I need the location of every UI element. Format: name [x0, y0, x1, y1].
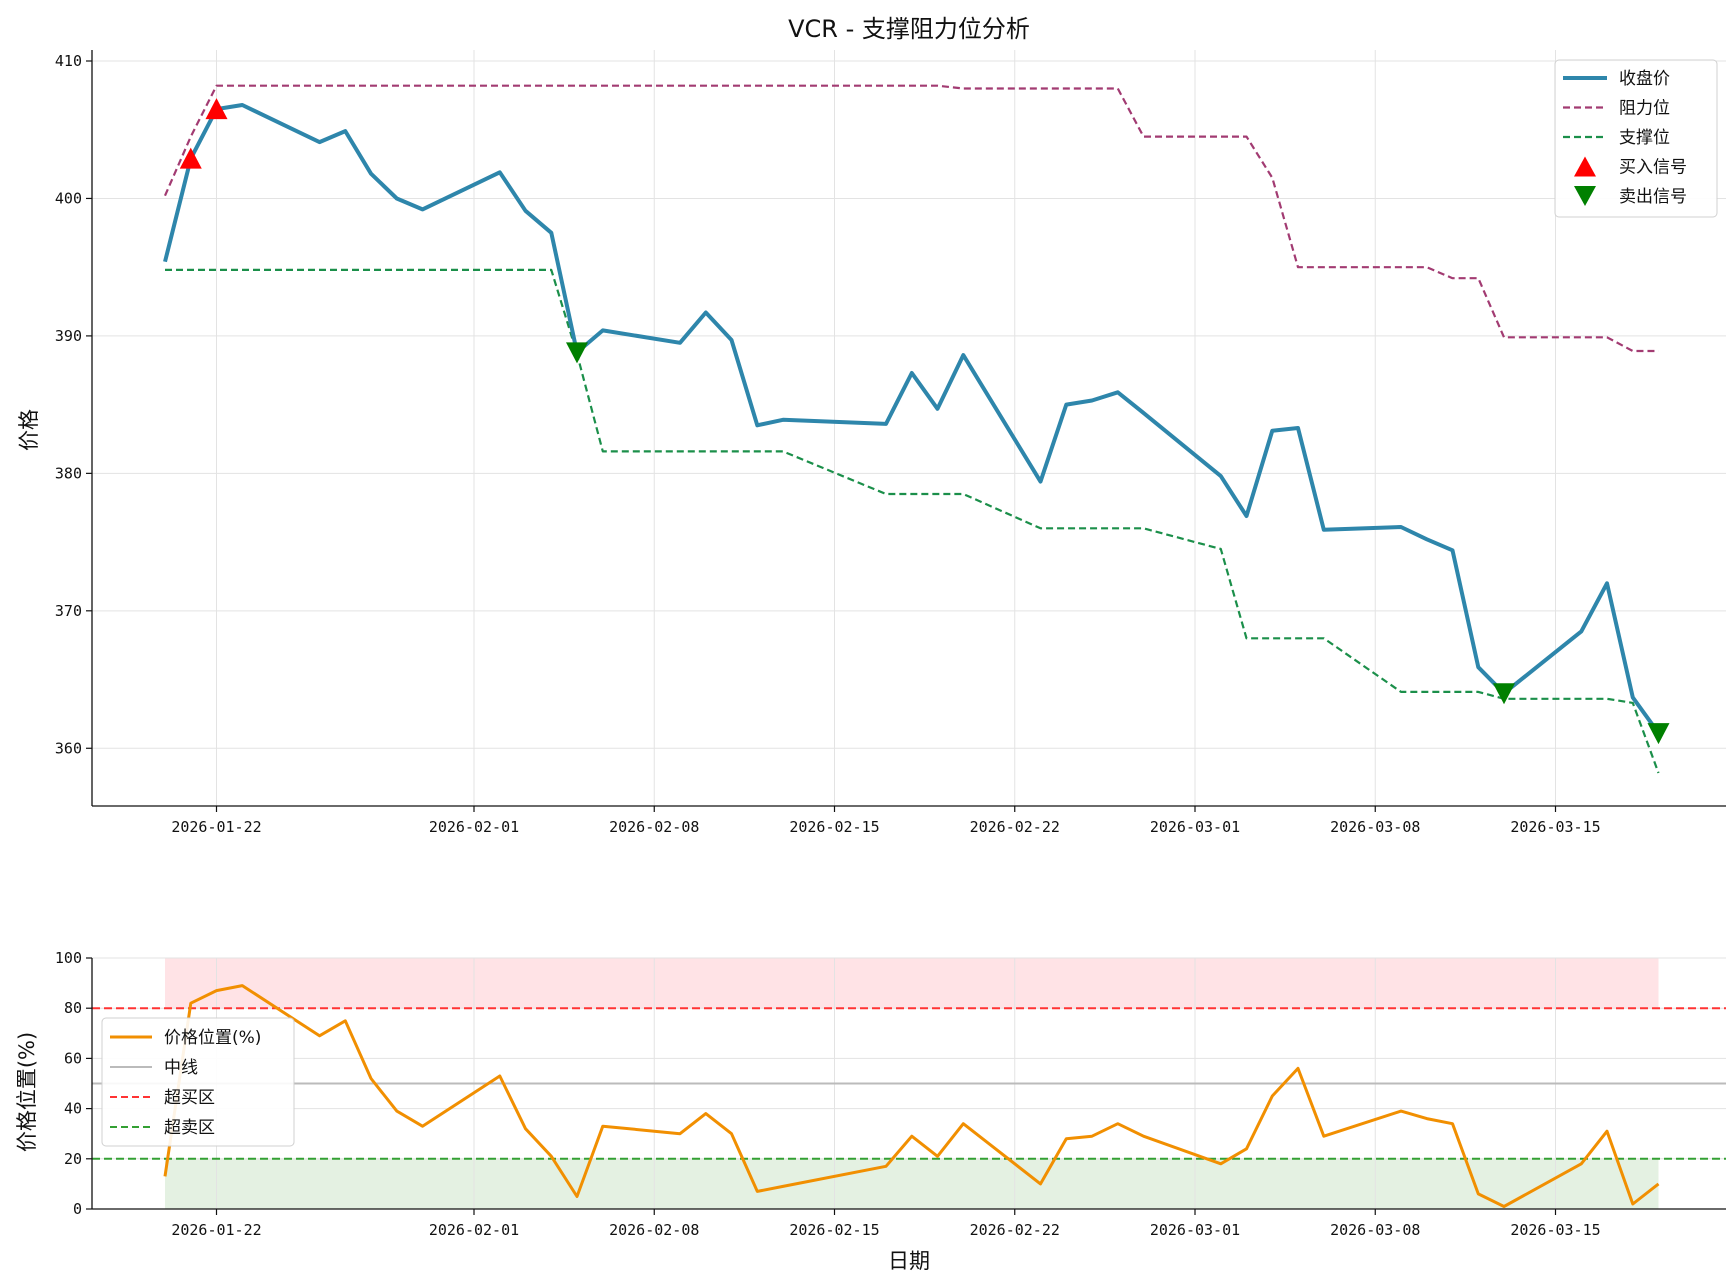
position-x-tick-label: 2026-02-15: [789, 1221, 879, 1239]
price-x-tick-label: 2026-03-15: [1510, 818, 1600, 836]
price-x-tick-label: 2026-03-08: [1330, 818, 1420, 836]
price-legend-label: 支撑位: [1619, 128, 1670, 148]
price-x-tick-label: 2026-03-01: [1150, 818, 1240, 836]
price-legend-swatch: [1574, 186, 1596, 206]
price-y-tick-label: 360: [55, 739, 82, 757]
price-series-line: [165, 268, 1660, 774]
position-x-tick-label: 2026-02-08: [609, 1221, 699, 1239]
date-x-axis-title: 日期: [888, 1249, 930, 1273]
sell-signal-marker: [566, 342, 588, 364]
position-series-line: [163, 984, 1660, 1208]
position-legend-label: 价格位置(%): [164, 1028, 261, 1048]
position-legend-box: [101, 1017, 295, 1147]
price-legend-label: 卖出信号: [1619, 187, 1687, 207]
position-y-tick-label: 40: [64, 1100, 82, 1118]
price-y-tick-label: 410: [55, 52, 82, 70]
price-legend-swatch: [1574, 156, 1596, 177]
buy-signal-marker: [179, 147, 202, 169]
price-legend-label: 买入信号: [1619, 158, 1687, 178]
position-x-tick-label: 2026-03-08: [1330, 1221, 1420, 1239]
price-y-tick-label: 390: [55, 327, 82, 345]
price-legend-label: 阻力位: [1619, 99, 1670, 119]
position-y-tick-label: 60: [64, 1049, 82, 1067]
price-x-tick-label: 2026-02-08: [609, 818, 699, 836]
price-series-line: [163, 84, 1659, 353]
price-legend-label: 收盘价: [1619, 69, 1670, 89]
position-y-tick-label: 0: [73, 1200, 82, 1218]
position-x-tick-label: 2026-02-01: [429, 1221, 519, 1239]
position-x-tick-label: 2026-01-22: [171, 1221, 261, 1239]
main-chart-title: VCR - 支撑阻力位分析: [788, 15, 1030, 43]
position-zone-band: [165, 958, 1659, 1009]
price-x-tick-label: 2026-01-22: [171, 818, 261, 836]
position-legend-label: 超买区: [164, 1088, 215, 1108]
position-panel: 0 20 40 60 80 100 2026-01-22 2026-02-01 2026-02-…: [55, 949, 1726, 1239]
sell-signal-marker: [1647, 723, 1670, 745]
price-y-axis-title: 价格: [17, 409, 41, 451]
position-y-tick-label: 20: [64, 1150, 82, 1168]
sell-signal-marker: [1493, 683, 1515, 705]
position-y-tick-label: 80: [64, 999, 82, 1017]
position-x-tick-label: 2026-03-01: [1150, 1221, 1240, 1239]
price-y-tick-label: 400: [55, 189, 82, 207]
price-series-line: [163, 103, 1661, 735]
price-y-tick-label: 380: [55, 464, 82, 482]
position-zone-band: [165, 1158, 1659, 1209]
position-x-tick-label: 2026-02-22: [970, 1221, 1060, 1239]
position-legend-label: 超卖区: [164, 1118, 215, 1138]
price-x-tick-label: 2026-02-15: [789, 818, 879, 836]
price-x-tick-label: 2026-02-01: [429, 818, 519, 836]
price-panel: 360 370 380 390 400 410 2026-01-22 2026-02-01 20…: [55, 50, 1726, 836]
price-x-tick-label: 2026-02-22: [970, 818, 1060, 836]
buy-signal-marker: [205, 98, 228, 120]
position-legend-label: 中线: [164, 1058, 198, 1078]
position-y-tick-label: 100: [55, 949, 82, 967]
position-y-axis-title: 价格位置(%): [15, 1032, 39, 1152]
price-y-tick-label: 370: [55, 602, 82, 620]
price-legend-box: [1554, 59, 1718, 218]
position-x-tick-label: 2026-03-15: [1510, 1221, 1600, 1239]
